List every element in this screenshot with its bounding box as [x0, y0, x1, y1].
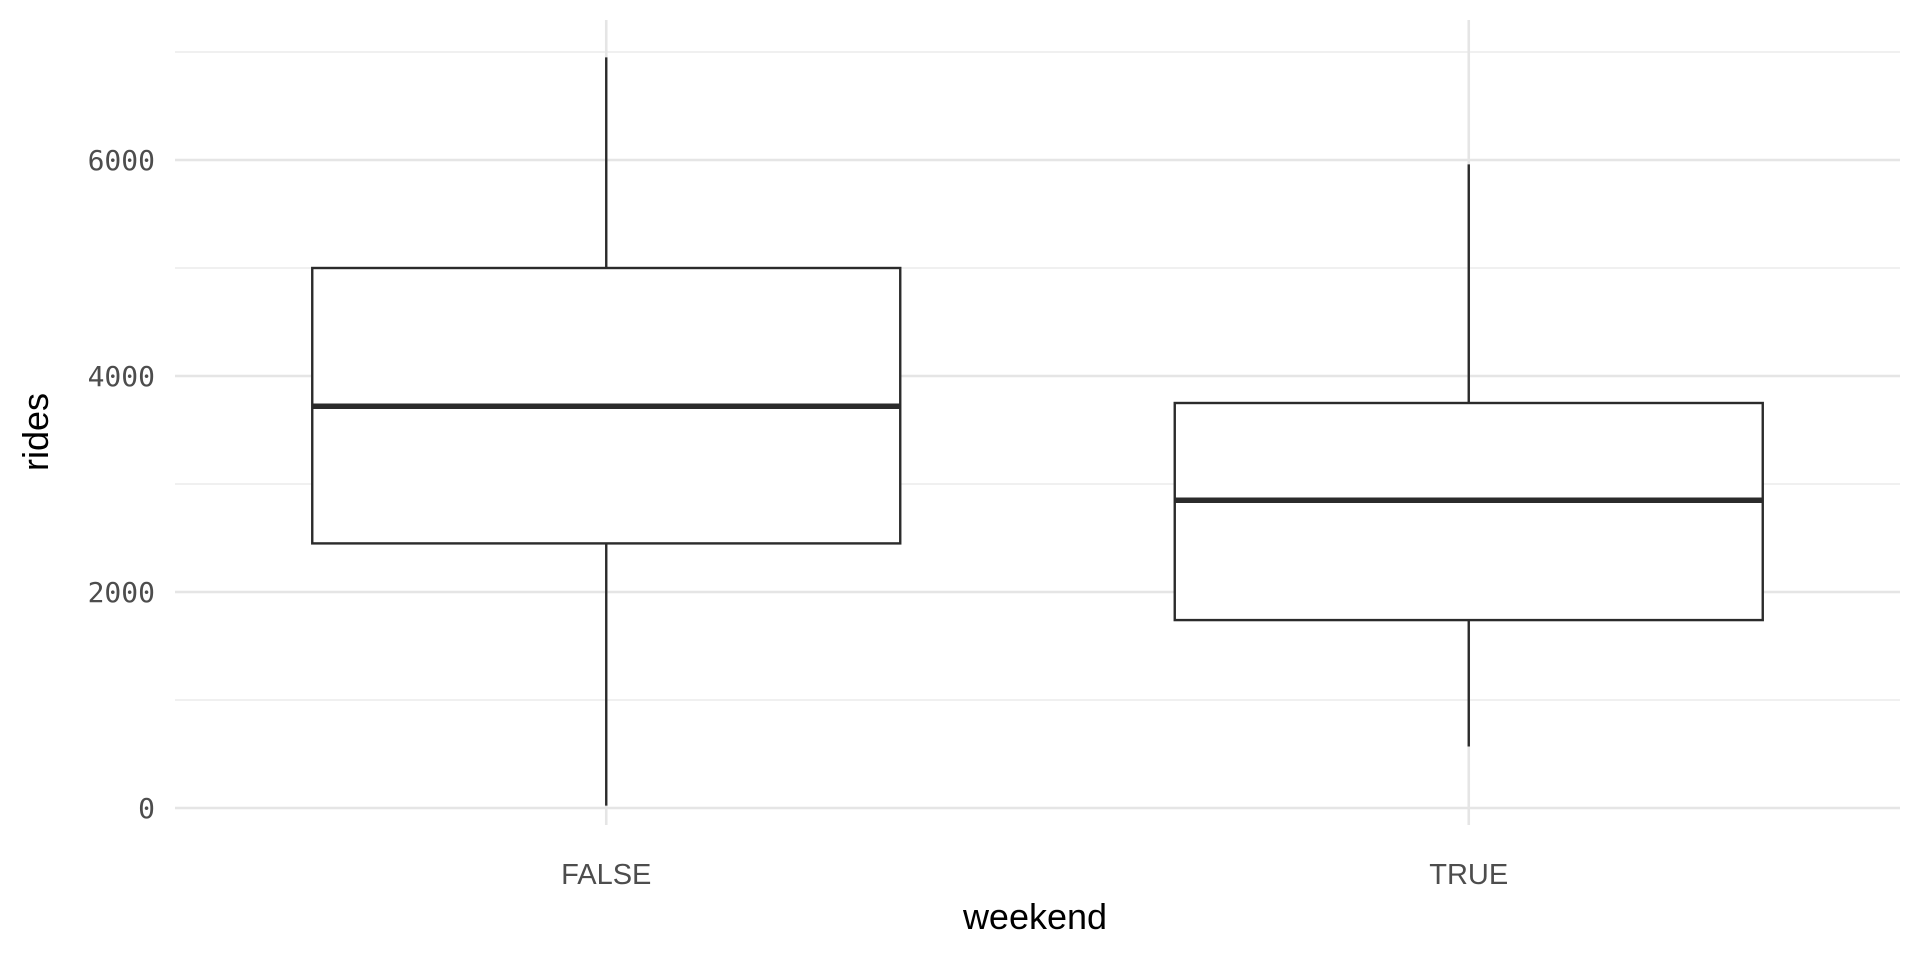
y-tick-labels: 0 2000 4000 6000 — [88, 144, 155, 825]
boxes — [311, 57, 1764, 806]
x-axis-title: weekend — [962, 896, 1107, 937]
x-tick-labels: FALSE TRUE — [561, 859, 1508, 891]
x-tick-label-false: FALSE — [561, 859, 651, 891]
x-tick-label-true: TRUE — [1429, 859, 1508, 891]
y-axis-title: rides — [15, 393, 56, 471]
y-tick-label-4000: 4000 — [88, 360, 155, 393]
box-true — [1173, 401, 1764, 622]
y-tick-label-0: 0 — [138, 792, 155, 825]
y-tick-label-6000: 6000 — [88, 144, 155, 177]
y-tick-label-2000: 2000 — [88, 576, 155, 609]
